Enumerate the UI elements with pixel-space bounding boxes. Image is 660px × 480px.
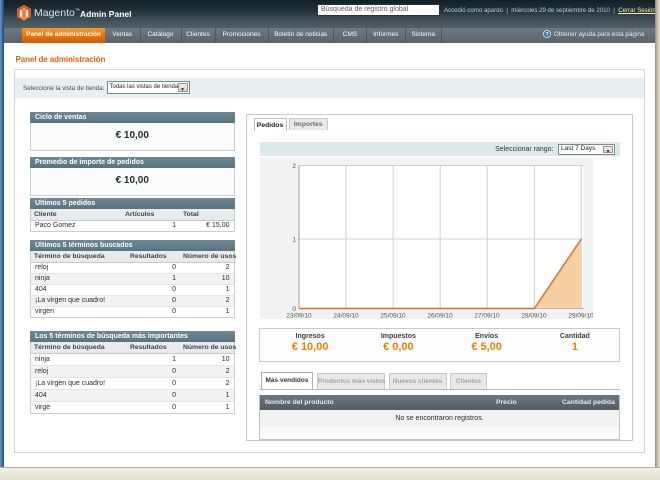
svg-text:24/09/10: 24/09/10 (333, 313, 359, 320)
svg-text:27/09/10: 27/09/10 (474, 313, 500, 320)
svg-text:0: 0 (292, 306, 296, 313)
svg-text:26/09/10: 26/09/10 (427, 313, 453, 320)
svg-text:2: 2 (292, 163, 296, 170)
svg-text:1: 1 (292, 237, 296, 244)
svg-text:?: ? (545, 32, 549, 38)
svg-text:25/09/10: 25/09/10 (380, 313, 406, 320)
svg-text:29/09/10: 29/09/10 (568, 313, 593, 320)
svg-text:23/09/10: 23/09/10 (286, 313, 312, 320)
svg-text:28/09/10: 28/09/10 (521, 313, 547, 320)
